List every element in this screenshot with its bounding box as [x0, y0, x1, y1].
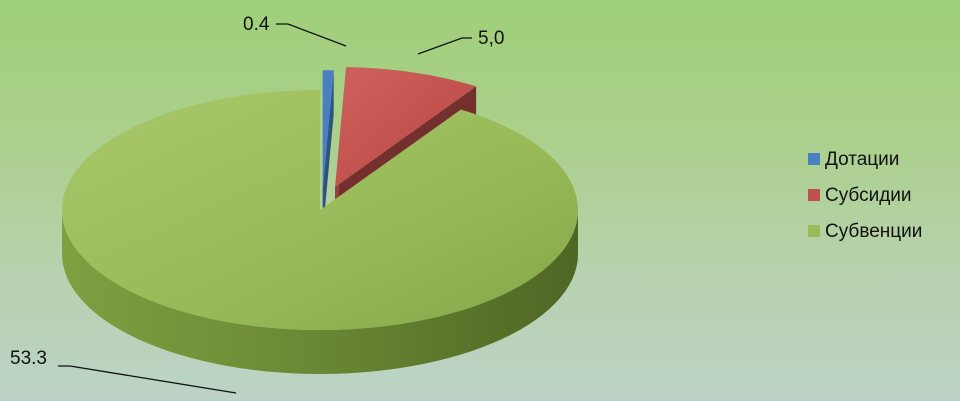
legend-label-3: Субвенции: [825, 221, 922, 242]
data-label-1: 0.4: [243, 14, 270, 35]
legend-item-3: Субвенции: [808, 221, 922, 242]
leader-line-3: [58, 365, 237, 394]
slice-cut-wall-1: [322, 70, 334, 235]
data-label-3: 53.3: [10, 348, 47, 369]
legend-item-1: Дотации: [808, 149, 899, 170]
leader-line-2: [417, 37, 472, 55]
legend: Дотации Субсидии Субвенции: [808, 149, 922, 242]
slice-3: [62, 90, 578, 330]
legend-label-2: Субсидии: [825, 185, 912, 206]
legend-swatch-2: [808, 189, 820, 201]
legend-swatch-3: [808, 225, 820, 237]
data-label-2: 5,0: [478, 28, 504, 49]
slice-2: [335, 66, 477, 187]
legend-swatch-1: [808, 153, 820, 165]
legend-label-1: Дотации: [825, 149, 899, 170]
slice-1: [322, 70, 334, 191]
leader-line-1: [276, 23, 347, 47]
legend-item-2: Субсидии: [808, 185, 912, 206]
slice-side-3: [62, 210, 578, 374]
